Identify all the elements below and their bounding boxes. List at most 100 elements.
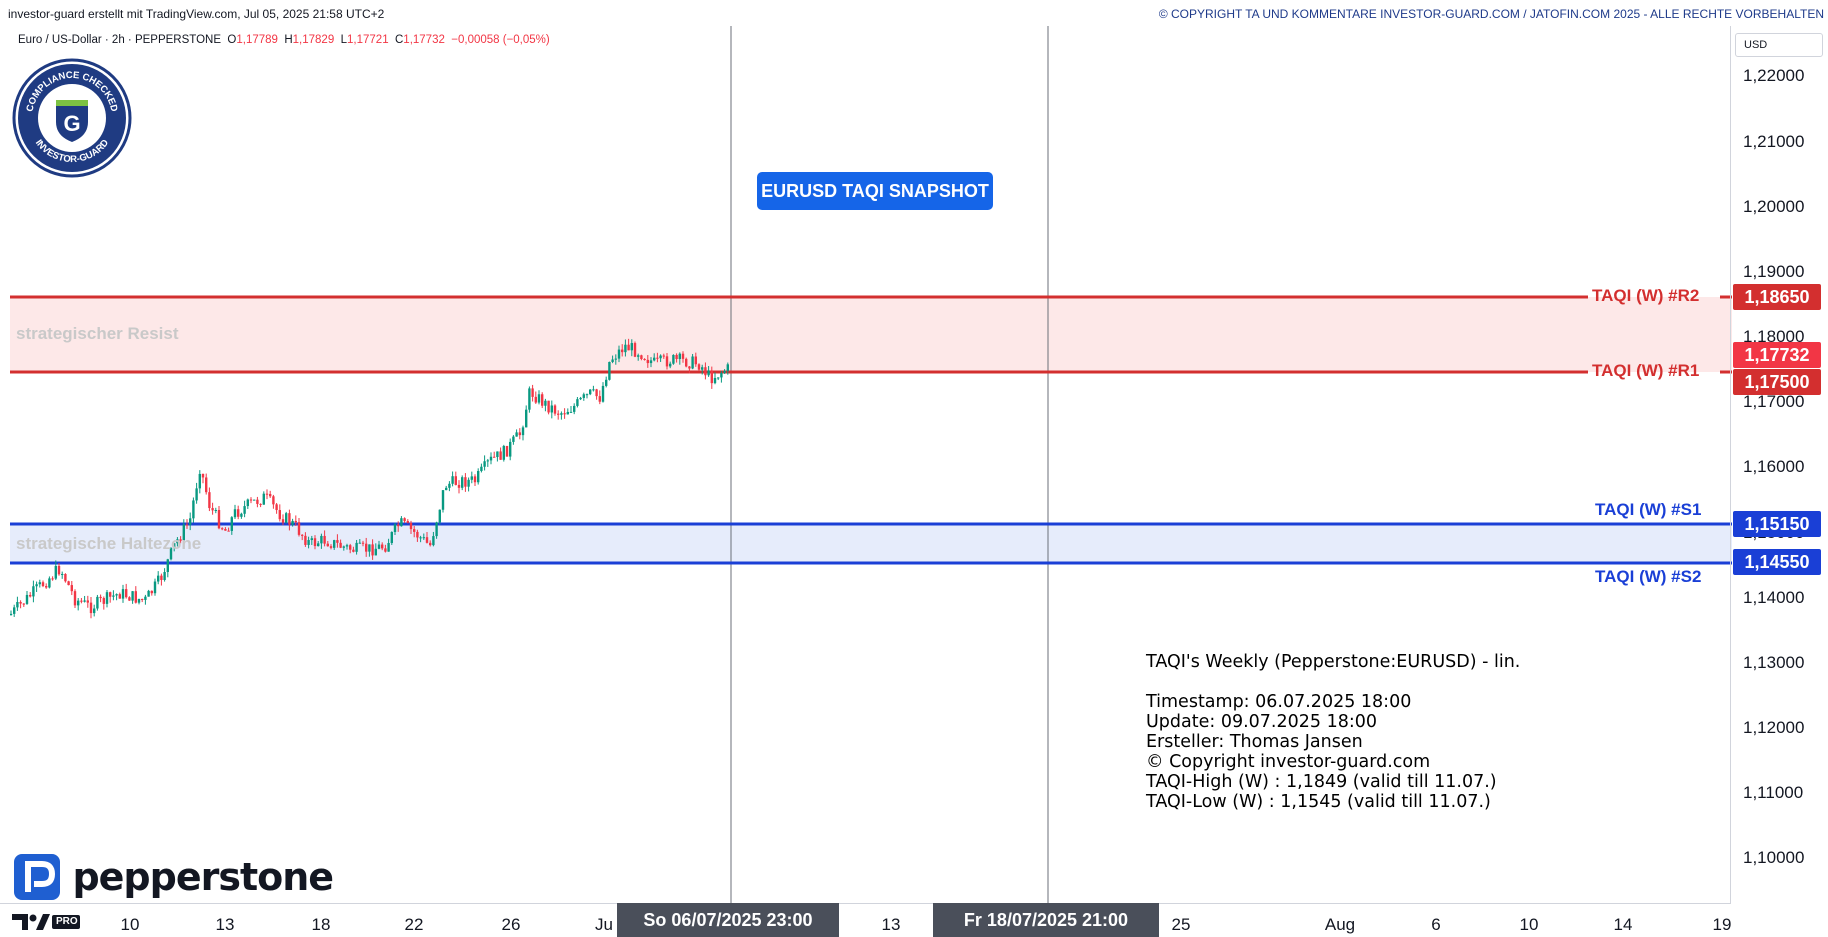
candle-body <box>688 366 691 369</box>
candle-body <box>144 596 147 600</box>
price-axis-tick: 1,13000 <box>1743 653 1805 672</box>
time-axis-tick: 22 <box>404 915 424 934</box>
low-value: 1,17721 <box>347 34 389 46</box>
candle-body <box>566 411 569 415</box>
price-axis-tick: 1,19000 <box>1743 262 1805 281</box>
candle-body <box>409 522 413 530</box>
last-price-badge: 1,17732 <box>1733 342 1821 368</box>
candle-body <box>16 601 19 608</box>
candle-body <box>697 364 701 370</box>
symbol-legend[interactable]: Euro / US-Dollar · 2h · PEPPERSTONE O1,1… <box>18 34 550 46</box>
candle-body <box>35 584 38 587</box>
candle-body <box>345 545 349 547</box>
candle-body <box>390 532 393 544</box>
candlestick-series <box>10 338 729 619</box>
price-chart[interactable] <box>10 26 1732 903</box>
candle-body <box>208 492 211 509</box>
candle-body <box>233 509 237 518</box>
candle-body <box>531 388 534 397</box>
candle-body <box>614 358 617 360</box>
candle-body <box>112 595 115 597</box>
candle-body <box>48 578 51 588</box>
candle-body <box>211 508 214 511</box>
info-title: TAQI's Weekly (Pepperstone:EURUSD) - lin… <box>1146 652 1521 672</box>
price-axis-tick: 1,20000 <box>1743 197 1805 216</box>
candle-body <box>173 543 176 548</box>
pepperstone-mark-icon <box>14 854 60 900</box>
candle-body <box>342 546 345 548</box>
candle-body <box>221 528 224 530</box>
candle-body <box>77 600 80 606</box>
candle-body <box>19 601 22 604</box>
header-credit: investor-guard erstellt mit TradingView.… <box>8 7 385 21</box>
symbol-name: Euro / US-Dollar · 2h · PEPPERSTONE <box>18 34 222 46</box>
candle-body <box>89 602 93 614</box>
candle-body <box>477 471 480 483</box>
candle-body <box>521 427 525 436</box>
candle-body <box>585 394 589 396</box>
candle-body <box>128 597 131 601</box>
candle-body <box>534 396 537 403</box>
time-axis-tick: 14 <box>1613 915 1633 934</box>
candle-body <box>64 573 67 582</box>
candle-body <box>355 542 358 552</box>
candle-body <box>269 494 272 497</box>
snapshot-button[interactable]: EURUSD TAQI SNAPSHOT <box>757 172 993 210</box>
candle-body <box>448 483 451 488</box>
candle-body <box>237 509 240 517</box>
candle-body <box>54 565 57 579</box>
candle-body <box>176 539 179 544</box>
support-zone <box>10 524 1732 563</box>
candle-body <box>115 594 118 596</box>
candle-body <box>473 476 477 483</box>
candle-body <box>393 524 397 533</box>
info-author: Ersteller: Thomas Jansen <box>1146 732 1363 752</box>
header-bar: investor-guard erstellt mit TradingView.… <box>0 0 1828 26</box>
candle-body <box>51 578 54 580</box>
currency-selector[interactable]: USD <box>1735 33 1823 57</box>
candle-body <box>368 544 371 552</box>
candle-body <box>201 473 205 478</box>
candle-body <box>61 573 64 575</box>
candle-body <box>611 359 614 362</box>
time-axis-border <box>0 903 1731 904</box>
candle-body <box>553 405 557 414</box>
candle-body <box>281 519 285 523</box>
candle-body <box>381 544 384 549</box>
candle-body <box>29 594 32 597</box>
candle-body <box>240 513 243 517</box>
candle-body <box>707 370 710 376</box>
candle-body <box>557 413 560 415</box>
candle-body <box>569 411 573 413</box>
candle-body <box>630 343 633 351</box>
candle-body <box>576 399 579 406</box>
candle-body <box>243 506 246 514</box>
tv-pro-badge: PRO <box>56 916 78 927</box>
candle-body <box>329 546 333 548</box>
time-axis-tick: 19 <box>1712 915 1732 934</box>
resist-zone-label: strategischer Resist <box>16 324 179 343</box>
candle-body <box>537 394 541 403</box>
candle-body <box>653 357 656 361</box>
candle-body <box>214 510 217 512</box>
candle-body <box>547 400 550 413</box>
candle-body <box>153 581 157 594</box>
candle-body <box>38 582 41 585</box>
candle-body <box>598 396 601 402</box>
candle-body <box>169 547 173 560</box>
close-value: 1,17732 <box>403 34 445 46</box>
candle-body <box>665 356 669 367</box>
candle-body <box>374 548 377 556</box>
candle-body <box>726 364 729 371</box>
candle-body <box>336 540 339 543</box>
candle-body <box>496 451 499 458</box>
candle-body <box>723 370 726 373</box>
level-label-s1: TAQI (W) #S1 <box>1595 500 1702 519</box>
candle-body <box>582 394 585 398</box>
candle-body <box>601 385 605 402</box>
candle-body <box>483 461 486 467</box>
candle-body <box>41 582 45 587</box>
candle-body <box>457 484 461 488</box>
candle-body <box>105 592 109 604</box>
candle-body <box>217 510 221 529</box>
